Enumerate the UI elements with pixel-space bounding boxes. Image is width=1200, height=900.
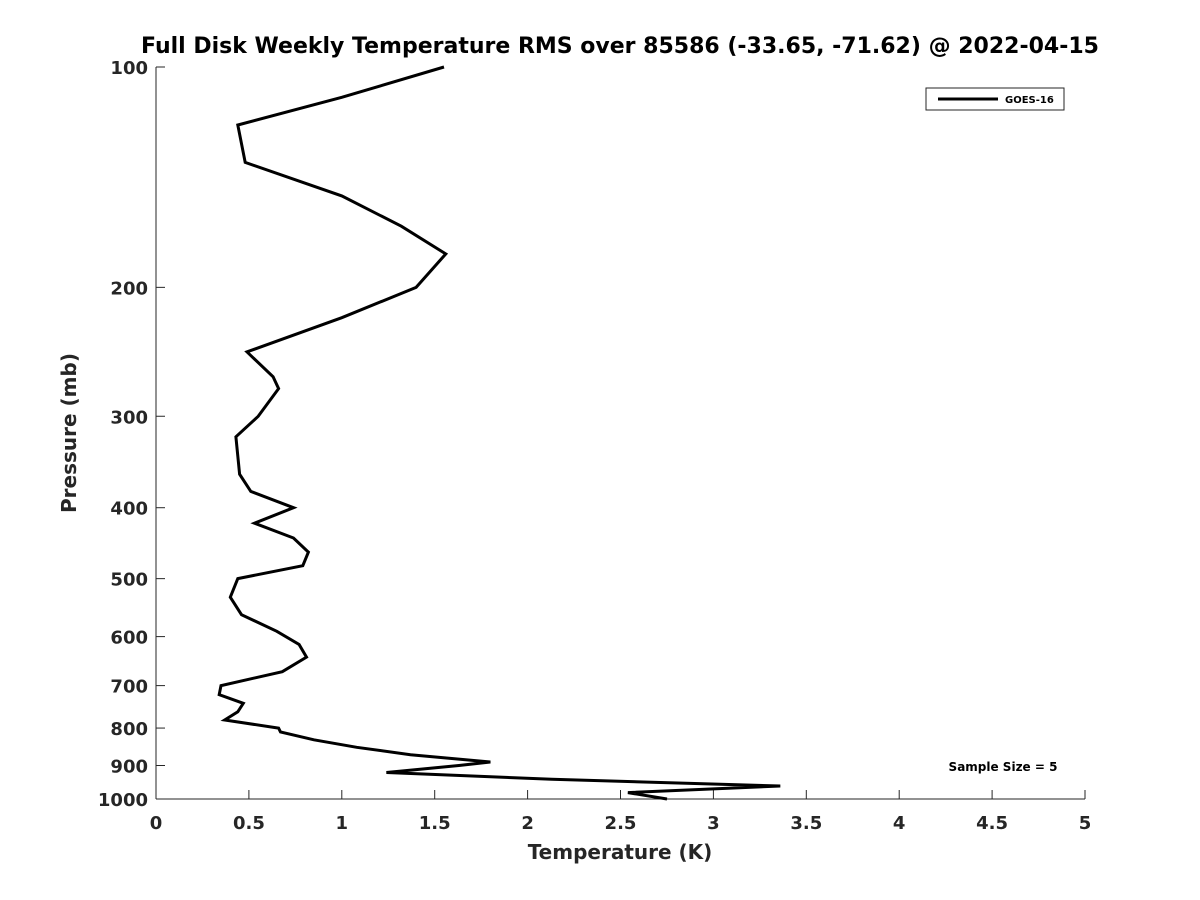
legend-label: GOES-16	[1005, 95, 1054, 106]
y-tick-label: 700	[110, 677, 148, 698]
y-tick-label: 500	[110, 570, 148, 591]
y-tick-label: 900	[110, 757, 148, 778]
x-tick-label: 3	[707, 813, 720, 834]
x-tick-label: 5	[1079, 813, 1092, 834]
x-axis-label: Temperature (K)	[528, 840, 713, 864]
y-tick-label: 1000	[98, 790, 148, 811]
x-tick-label: 4.5	[976, 813, 1008, 834]
chart-title: Full Disk Weekly Temperature RMS over 85…	[141, 34, 1099, 59]
series-line-goes-16	[217, 65, 781, 801]
x-tick-label: 1	[336, 813, 349, 834]
y-tick-label: 400	[110, 499, 148, 520]
x-tick-label: 1.5	[419, 813, 451, 834]
y-tick-label: 300	[110, 407, 148, 428]
y-axis-ticks: 100 200 300 400 500 600 700 800 900 1000	[98, 58, 165, 811]
sample-size-annotation: Sample Size = 5	[949, 760, 1058, 774]
plot-background	[156, 67, 1085, 799]
y-axis-label: Pressure (mb)	[57, 353, 81, 513]
x-tick-label: 0.5	[233, 813, 265, 834]
x-axis-ticks: 0 0.5 1 1.5 2 2.5 3 3.5 4 4.5 5	[150, 790, 1092, 834]
x-tick-label: 2	[521, 813, 534, 834]
x-tick-label: 2.5	[605, 813, 637, 834]
y-tick-label: 100	[110, 58, 148, 79]
x-tick-label: 4	[893, 813, 906, 834]
legend: GOES-16	[925, 87, 1065, 111]
y-tick-label: 600	[110, 628, 148, 649]
y-tick-label: 800	[110, 719, 148, 740]
x-tick-label: 0	[150, 813, 163, 834]
y-tick-label: 200	[110, 278, 148, 299]
x-tick-label: 3.5	[790, 813, 822, 834]
